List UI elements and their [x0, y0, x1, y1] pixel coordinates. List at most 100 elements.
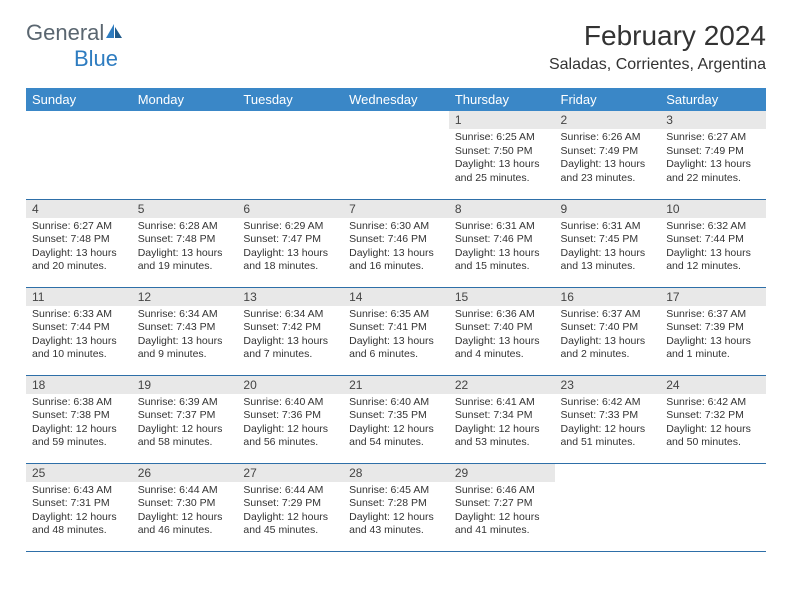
- day-sunset: Sunset: 7:32 PM: [666, 409, 760, 423]
- day-sunrise: Sunrise: 6:40 AM: [243, 396, 337, 410]
- day-sunrise: Sunrise: 6:29 AM: [243, 220, 337, 234]
- day-content: Sunrise: 6:26 AMSunset: 7:49 PMDaylight:…: [555, 129, 661, 190]
- calendar-cell: 12Sunrise: 6:34 AMSunset: 7:43 PMDayligh…: [132, 287, 238, 375]
- day-sunset: Sunset: 7:48 PM: [138, 233, 232, 247]
- day-content: Sunrise: 6:40 AMSunset: 7:36 PMDaylight:…: [237, 394, 343, 455]
- logo-general: General: [26, 20, 104, 45]
- day-content: Sunrise: 6:32 AMSunset: 7:44 PMDaylight:…: [660, 218, 766, 279]
- weekday-sunday: Sunday: [26, 88, 132, 111]
- day-content: Sunrise: 6:41 AMSunset: 7:34 PMDaylight:…: [449, 394, 555, 455]
- day-sunset: Sunset: 7:47 PM: [243, 233, 337, 247]
- day-sunset: Sunset: 7:50 PM: [455, 145, 549, 159]
- weekday-header-row: Sunday Monday Tuesday Wednesday Thursday…: [26, 88, 766, 111]
- logo-blue: Blue: [74, 46, 118, 71]
- calendar-cell: [343, 111, 449, 199]
- day-content: Sunrise: 6:40 AMSunset: 7:35 PMDaylight:…: [343, 394, 449, 455]
- calendar-row: 4Sunrise: 6:27 AMSunset: 7:48 PMDaylight…: [26, 199, 766, 287]
- day-dl2: and 56 minutes.: [243, 436, 337, 450]
- day-sunrise: Sunrise: 6:34 AM: [138, 308, 232, 322]
- day-number: 25: [26, 464, 132, 482]
- day-sunrise: Sunrise: 6:28 AM: [138, 220, 232, 234]
- day-dl1: Daylight: 12 hours: [561, 423, 655, 437]
- day-sunset: Sunset: 7:28 PM: [349, 497, 443, 511]
- day-dl2: and 2 minutes.: [561, 348, 655, 362]
- day-sunrise: Sunrise: 6:27 AM: [32, 220, 126, 234]
- calendar-cell: 24Sunrise: 6:42 AMSunset: 7:32 PMDayligh…: [660, 375, 766, 463]
- day-content: Sunrise: 6:34 AMSunset: 7:43 PMDaylight:…: [132, 306, 238, 367]
- weekday-friday: Friday: [555, 88, 661, 111]
- calendar-row: 11Sunrise: 6:33 AMSunset: 7:44 PMDayligh…: [26, 287, 766, 375]
- calendar-cell: 11Sunrise: 6:33 AMSunset: 7:44 PMDayligh…: [26, 287, 132, 375]
- location: Saladas, Corrientes, Argentina: [549, 56, 766, 74]
- calendar-cell: [132, 111, 238, 199]
- calendar-cell: 23Sunrise: 6:42 AMSunset: 7:33 PMDayligh…: [555, 375, 661, 463]
- weekday-saturday: Saturday: [660, 88, 766, 111]
- calendar-cell: 10Sunrise: 6:32 AMSunset: 7:44 PMDayligh…: [660, 199, 766, 287]
- day-dl1: Daylight: 13 hours: [32, 247, 126, 261]
- day-number: 16: [555, 288, 661, 306]
- calendar-cell: [237, 111, 343, 199]
- calendar-cell: 1Sunrise: 6:25 AMSunset: 7:50 PMDaylight…: [449, 111, 555, 199]
- day-number: 20: [237, 376, 343, 394]
- day-sunset: Sunset: 7:49 PM: [561, 145, 655, 159]
- day-dl2: and 4 minutes.: [455, 348, 549, 362]
- day-dl2: and 54 minutes.: [349, 436, 443, 450]
- day-dl1: Daylight: 12 hours: [138, 511, 232, 525]
- day-dl1: Daylight: 12 hours: [138, 423, 232, 437]
- day-content: Sunrise: 6:44 AMSunset: 7:30 PMDaylight:…: [132, 482, 238, 543]
- day-sunrise: Sunrise: 6:25 AM: [455, 131, 549, 145]
- day-content: Sunrise: 6:46 AMSunset: 7:27 PMDaylight:…: [449, 482, 555, 543]
- day-sunset: Sunset: 7:42 PM: [243, 321, 337, 335]
- day-sunset: Sunset: 7:46 PM: [455, 233, 549, 247]
- day-dl1: Daylight: 13 hours: [455, 335, 549, 349]
- day-sunrise: Sunrise: 6:36 AM: [455, 308, 549, 322]
- day-dl2: and 48 minutes.: [32, 524, 126, 538]
- day-dl2: and 25 minutes.: [455, 172, 549, 186]
- day-content: Sunrise: 6:36 AMSunset: 7:40 PMDaylight:…: [449, 306, 555, 367]
- day-sunset: Sunset: 7:43 PM: [138, 321, 232, 335]
- calendar-cell: 16Sunrise: 6:37 AMSunset: 7:40 PMDayligh…: [555, 287, 661, 375]
- day-content: Sunrise: 6:45 AMSunset: 7:28 PMDaylight:…: [343, 482, 449, 543]
- day-dl2: and 45 minutes.: [243, 524, 337, 538]
- weekday-wednesday: Wednesday: [343, 88, 449, 111]
- calendar-cell: 28Sunrise: 6:45 AMSunset: 7:28 PMDayligh…: [343, 463, 449, 551]
- calendar-row: 1Sunrise: 6:25 AMSunset: 7:50 PMDaylight…: [26, 111, 766, 199]
- day-number: 29: [449, 464, 555, 482]
- day-dl1: Daylight: 12 hours: [32, 511, 126, 525]
- day-number: 13: [237, 288, 343, 306]
- day-dl1: Daylight: 13 hours: [243, 335, 337, 349]
- calendar-cell: 6Sunrise: 6:29 AMSunset: 7:47 PMDaylight…: [237, 199, 343, 287]
- day-sunset: Sunset: 7:27 PM: [455, 497, 549, 511]
- day-dl1: Daylight: 12 hours: [349, 423, 443, 437]
- day-sunset: Sunset: 7:40 PM: [561, 321, 655, 335]
- calendar-cell: 5Sunrise: 6:28 AMSunset: 7:48 PMDaylight…: [132, 199, 238, 287]
- day-sunset: Sunset: 7:39 PM: [666, 321, 760, 335]
- day-content: Sunrise: 6:25 AMSunset: 7:50 PMDaylight:…: [449, 129, 555, 190]
- day-dl2: and 16 minutes.: [349, 260, 443, 274]
- calendar-row: 25Sunrise: 6:43 AMSunset: 7:31 PMDayligh…: [26, 463, 766, 551]
- calendar-cell: 22Sunrise: 6:41 AMSunset: 7:34 PMDayligh…: [449, 375, 555, 463]
- day-number: 6: [237, 200, 343, 218]
- calendar-row: 18Sunrise: 6:38 AMSunset: 7:38 PMDayligh…: [26, 375, 766, 463]
- day-sunrise: Sunrise: 6:39 AM: [138, 396, 232, 410]
- day-number: 27: [237, 464, 343, 482]
- day-dl1: Daylight: 13 hours: [666, 247, 760, 261]
- day-sunrise: Sunrise: 6:37 AM: [666, 308, 760, 322]
- day-dl2: and 7 minutes.: [243, 348, 337, 362]
- day-sunset: Sunset: 7:44 PM: [666, 233, 760, 247]
- calendar-cell: [660, 463, 766, 551]
- day-number: 9: [555, 200, 661, 218]
- day-dl1: Daylight: 13 hours: [561, 158, 655, 172]
- day-sunset: Sunset: 7:41 PM: [349, 321, 443, 335]
- day-content: Sunrise: 6:30 AMSunset: 7:46 PMDaylight:…: [343, 218, 449, 279]
- day-sunset: Sunset: 7:35 PM: [349, 409, 443, 423]
- header: General Blue February 2024 Saladas, Corr…: [26, 20, 766, 74]
- logo-sail-icon: [104, 22, 124, 40]
- logo: General Blue: [26, 20, 124, 72]
- day-sunset: Sunset: 7:33 PM: [561, 409, 655, 423]
- day-dl1: Daylight: 13 hours: [561, 335, 655, 349]
- calendar-cell: 27Sunrise: 6:44 AMSunset: 7:29 PMDayligh…: [237, 463, 343, 551]
- day-number: 28: [343, 464, 449, 482]
- day-content: Sunrise: 6:31 AMSunset: 7:45 PMDaylight:…: [555, 218, 661, 279]
- day-sunrise: Sunrise: 6:35 AM: [349, 308, 443, 322]
